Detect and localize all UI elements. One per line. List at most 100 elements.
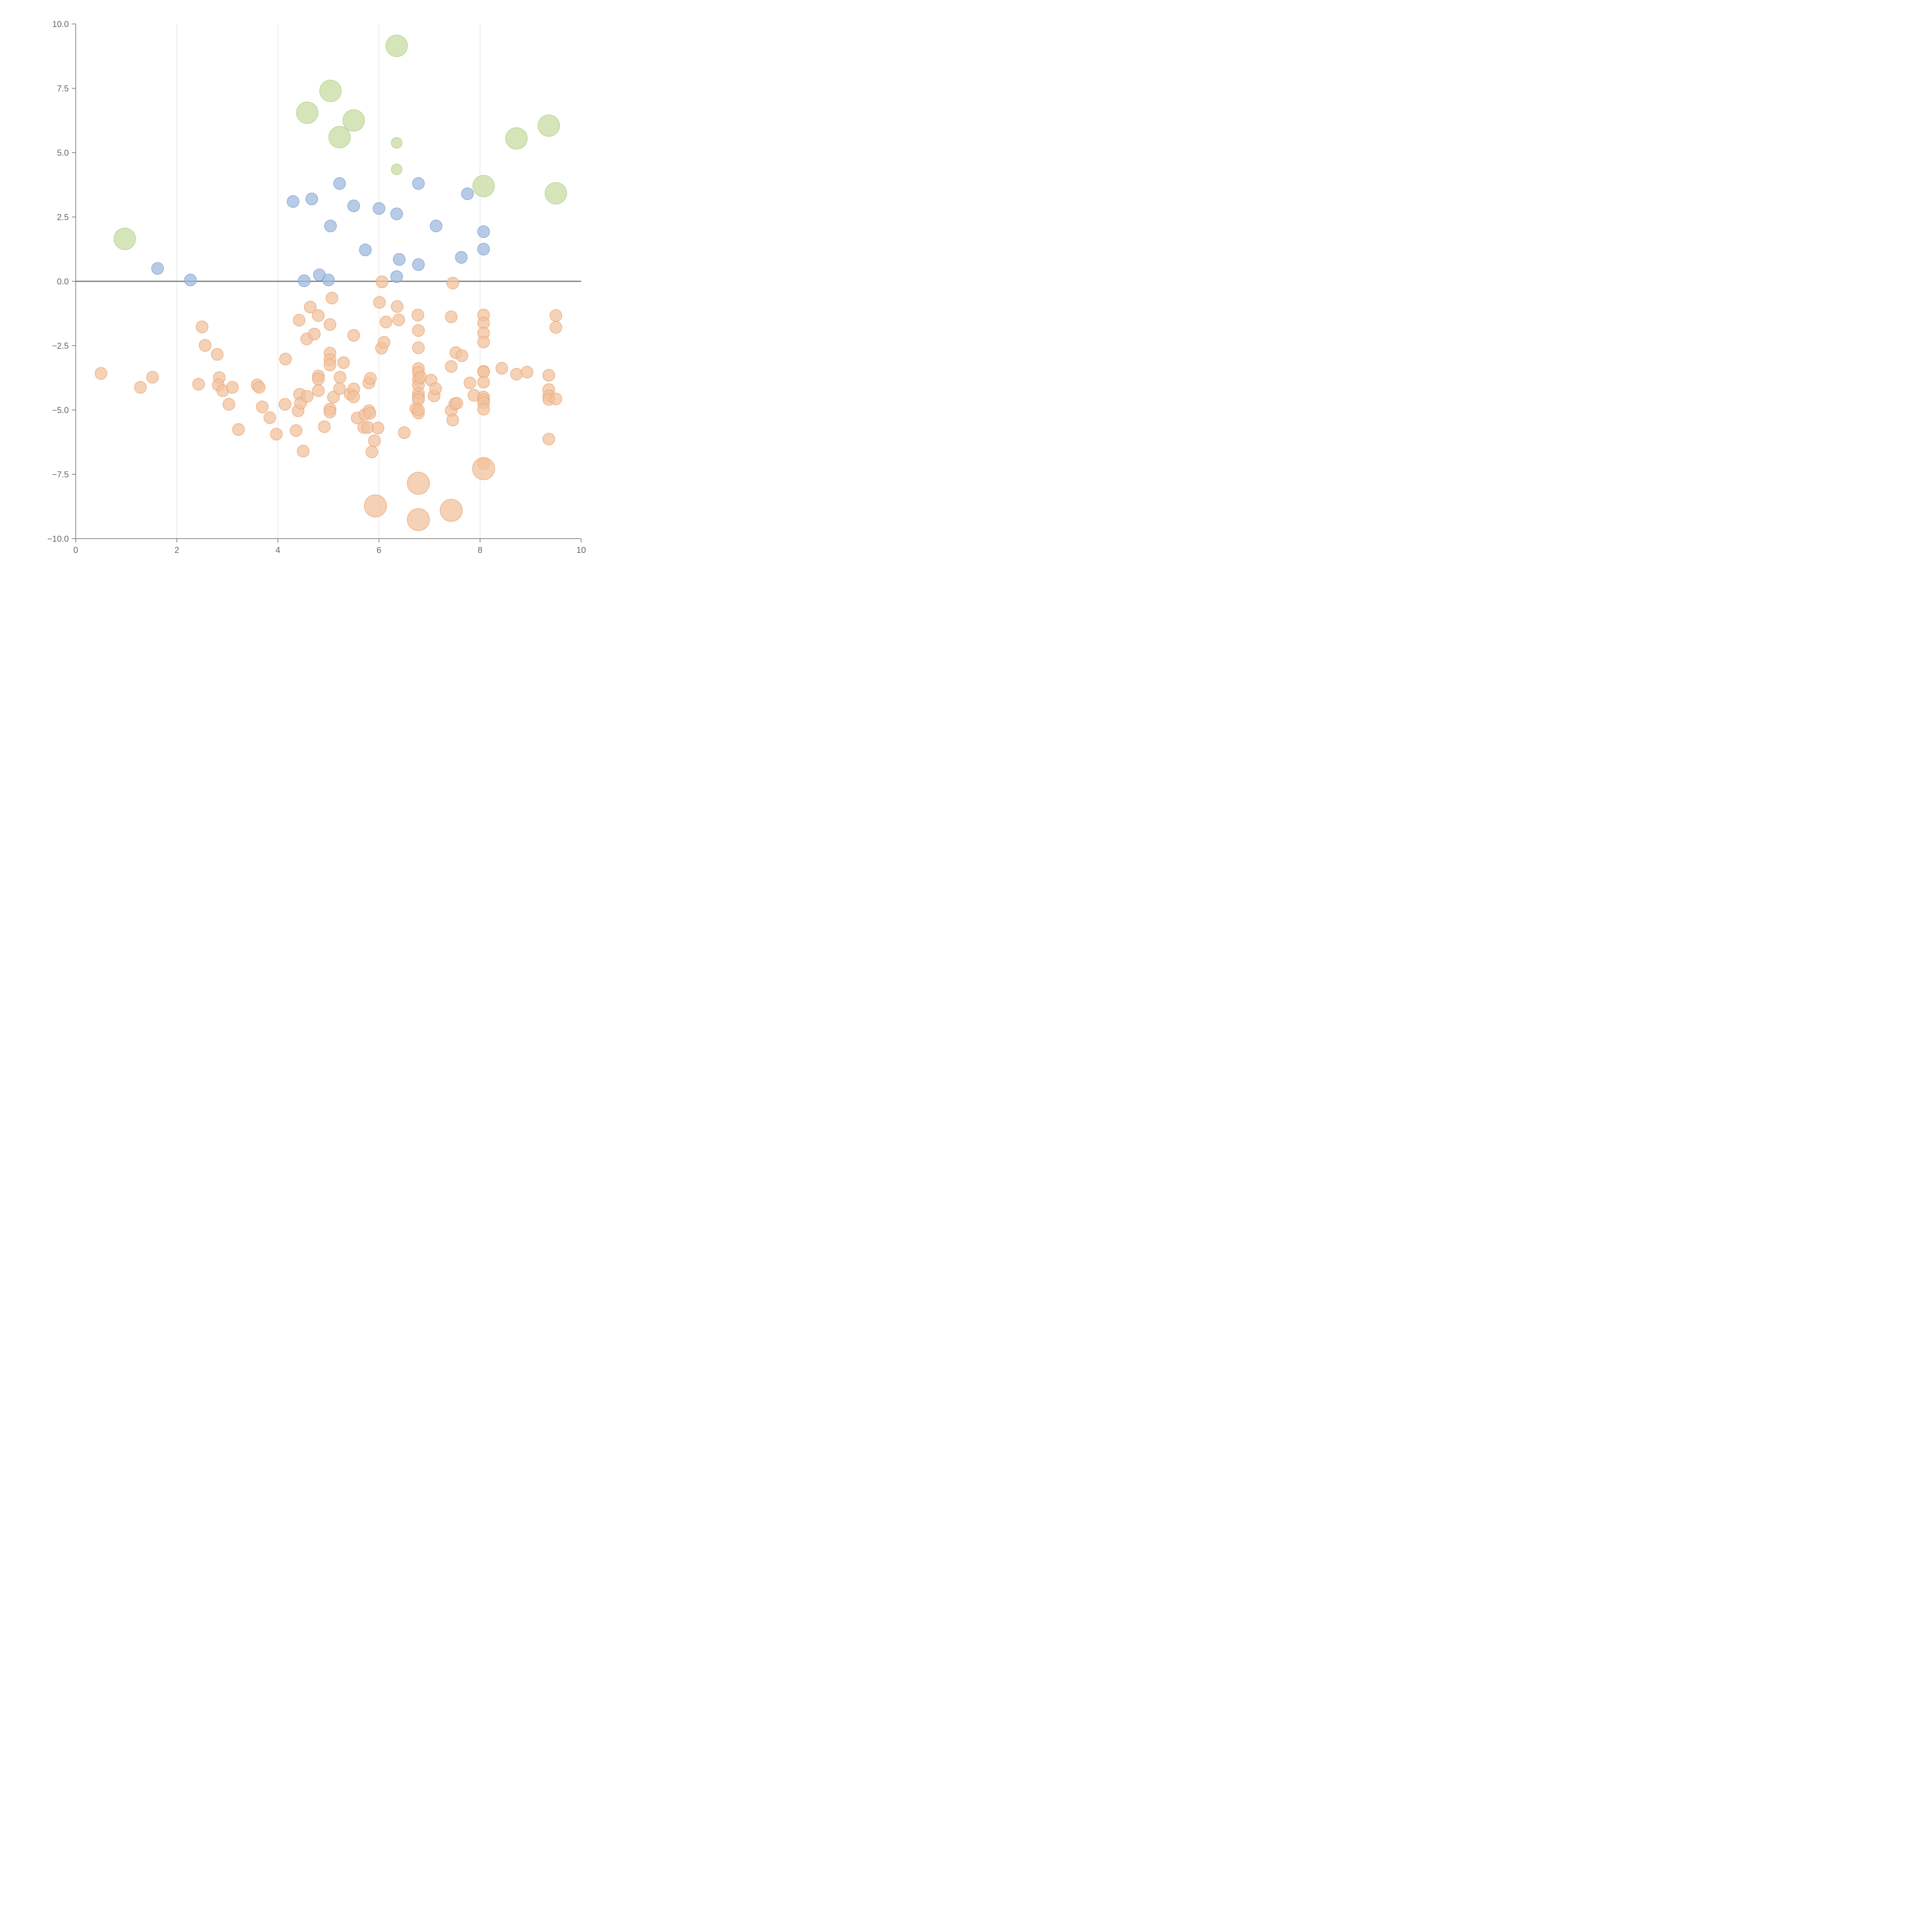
orange-point [510,368,523,381]
blue-point [305,192,318,206]
blue-point [372,202,386,215]
orange-point [371,422,384,434]
orange-point [520,366,534,379]
blue-point [390,207,403,220]
green-point [296,102,318,124]
y-tick-label: 2.5 [57,213,69,222]
orange-point [378,336,391,349]
orange-point [407,472,430,495]
green-point [391,163,403,175]
orange-point [293,314,306,327]
orange-point [364,494,387,517]
orange-point [325,292,338,304]
orange-point [446,413,459,427]
green-point [328,126,351,148]
orange-point [450,397,463,410]
orange-point [146,371,159,384]
orange-point [549,309,562,322]
blue-point [298,274,311,287]
blue-point [455,251,468,264]
y-tick-label: 0.0 [57,277,69,286]
orange-point [270,428,283,440]
x-tick-label: 4 [276,545,280,555]
orange-point [364,407,376,420]
orange-point [211,348,224,361]
orange-point [323,318,337,331]
orange-point [543,369,555,382]
orange-point [279,398,291,411]
orange-point [226,381,239,394]
y-tick-label: −5.0 [52,405,69,415]
orange-point [364,372,377,385]
orange-point [477,376,490,389]
orange-point [304,301,317,313]
orange-point [199,339,212,352]
orange-point [308,328,321,340]
blue-point [359,243,372,256]
orange-point [376,276,388,288]
blue-point [322,274,335,286]
orange-point [312,384,325,397]
blue-point [412,177,425,190]
orange-point [412,403,425,417]
orange-point [290,424,303,437]
orange-point [347,329,360,342]
blue-point [324,219,337,233]
orange-point [312,309,325,322]
orange-point [414,371,427,384]
blue-point [333,177,346,190]
blue-point [430,219,442,233]
orange-point [477,335,490,349]
orange-point [549,321,562,334]
x-tick-label: 6 [377,545,381,555]
blue-point [347,199,360,213]
orange-point [95,367,107,380]
orange-point [412,308,424,321]
orange-point [407,508,430,531]
orange-point [366,446,378,458]
orange-point [429,382,442,395]
orange-point [495,362,508,375]
y-tick-label: −7.5 [52,470,69,480]
orange-point [440,499,463,522]
blue-point [477,225,490,238]
blue-point [461,187,474,200]
orange-point [323,359,337,371]
orange-point [232,423,245,436]
x-tick-label: 2 [174,545,179,555]
y-tick-label: 10.0 [52,19,69,29]
orange-point [318,420,331,433]
x-tick-label: 8 [478,545,482,555]
x-tick-label: 0 [73,545,78,555]
orange-point [445,310,458,323]
y-tick-label: 5.0 [57,148,69,158]
y-tick-label: −2.5 [52,341,69,351]
orange-point [391,300,404,313]
green-point [342,109,365,132]
green-point [391,137,403,149]
orange-point [223,398,235,411]
orange-point [333,382,346,395]
green-point [319,80,342,102]
orange-point [456,349,468,362]
blue-point [412,258,425,271]
y-tick-label: 7.5 [57,84,69,94]
blue-point [184,274,197,286]
orange-point [253,381,266,394]
orange-point [549,393,562,405]
orange-point [412,324,425,337]
green-point [472,175,495,197]
data-points [95,34,567,531]
orange-point [477,403,490,416]
orange-point [301,390,314,403]
orange-point [337,356,350,369]
orange-point [312,372,325,386]
green-point [505,127,528,150]
blue-point [287,195,299,208]
orange-point [323,406,337,418]
orange-point [543,433,555,446]
green-point [385,34,408,57]
orange-point [373,296,386,309]
orange-point [256,400,269,413]
blue-point [151,262,164,275]
